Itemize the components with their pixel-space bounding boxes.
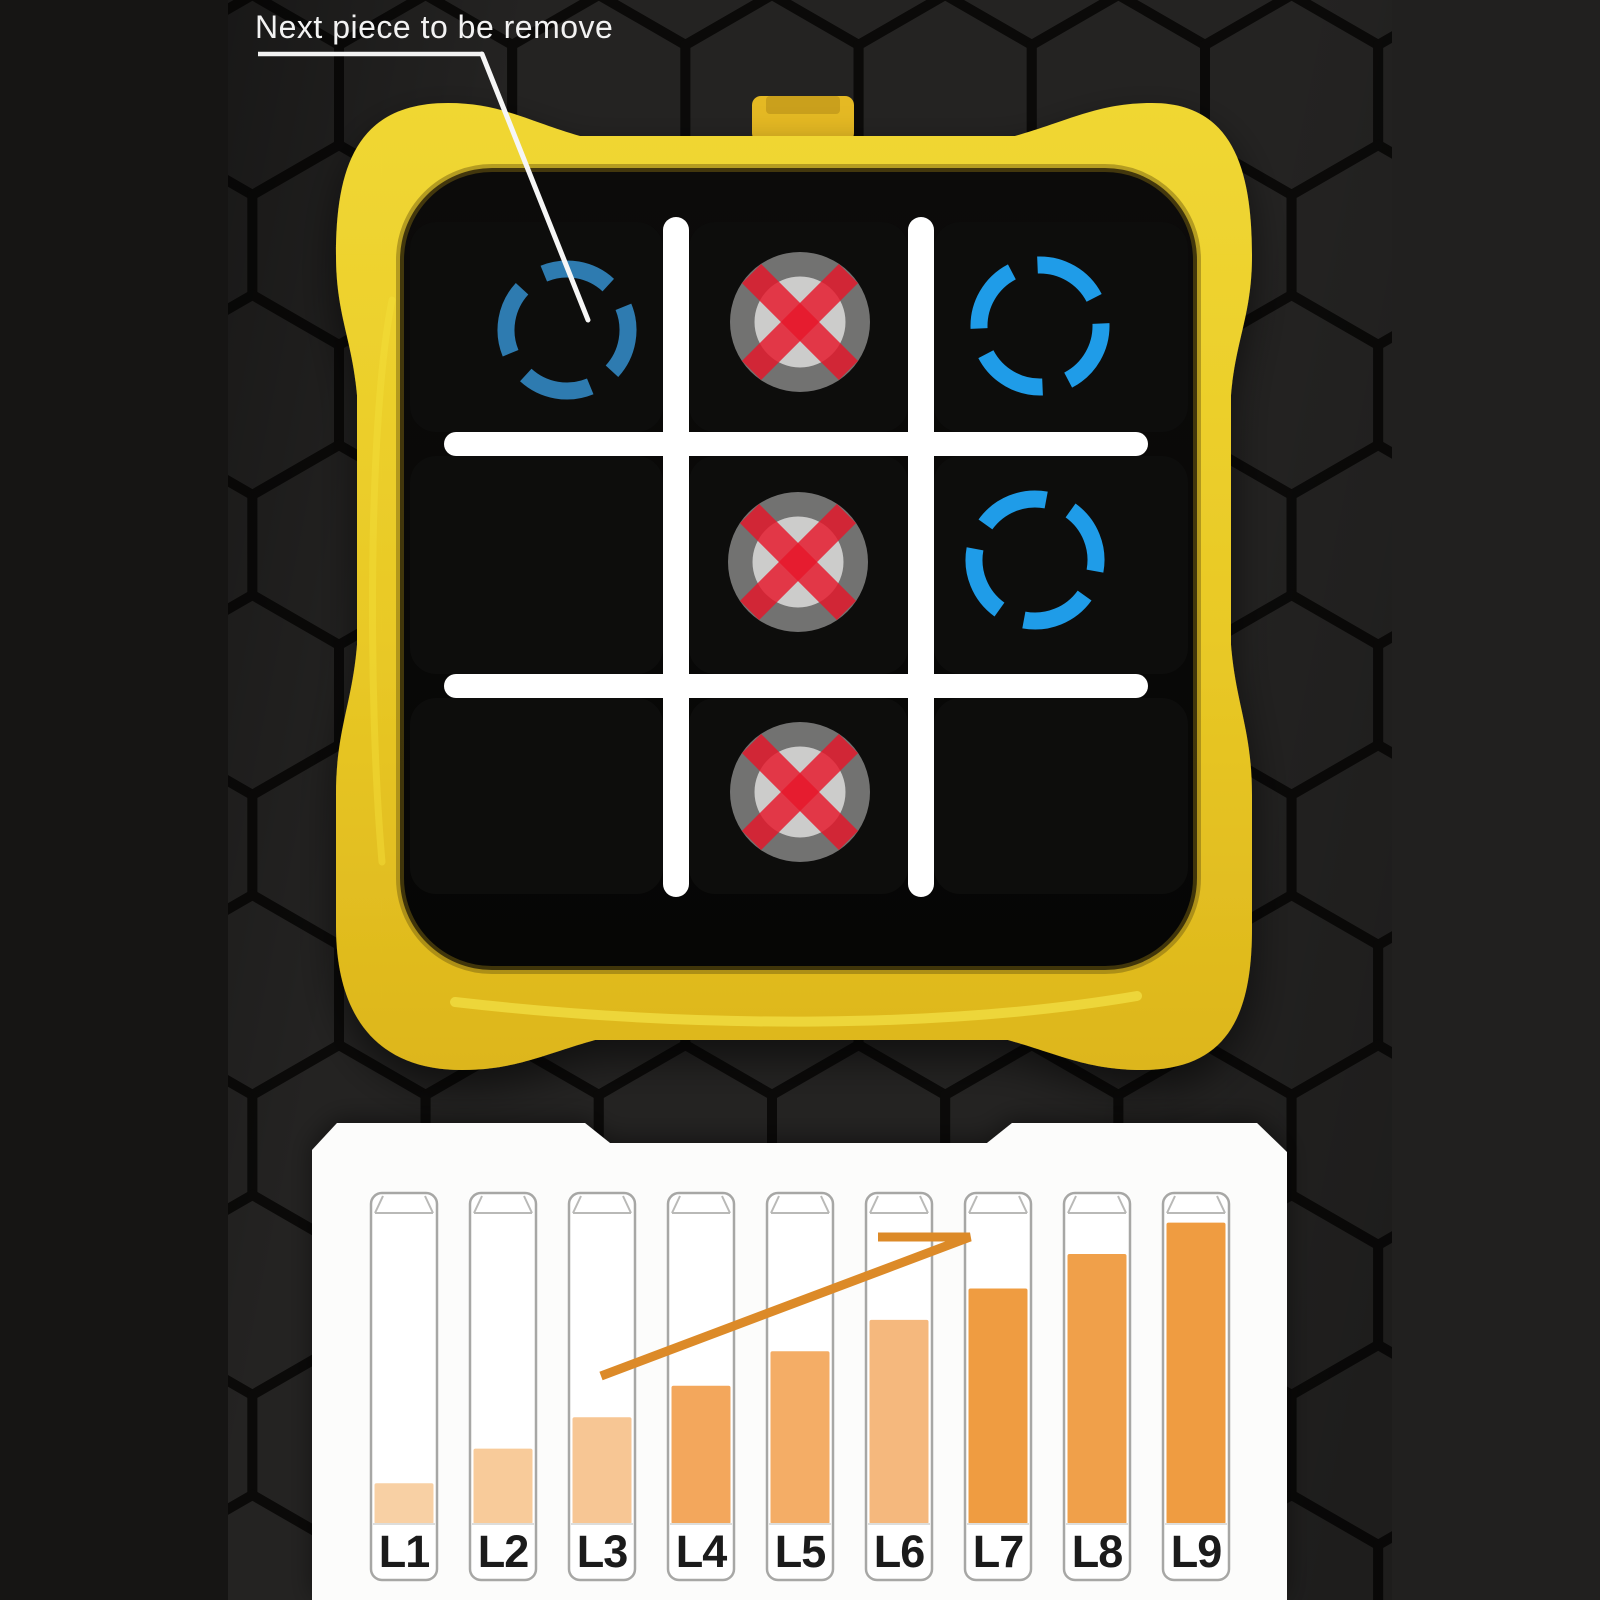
level-tube-L9: L9 bbox=[1161, 1191, 1231, 1582]
tube-cap-chamfer bbox=[374, 1195, 384, 1214]
x-mark-stroke bbox=[742, 734, 858, 850]
tube-cap-chamfer bbox=[869, 1195, 879, 1214]
tube-cap-chamfer bbox=[523, 1195, 533, 1214]
tube-cap-chamfer bbox=[572, 1195, 582, 1214]
level-label: L9 bbox=[1171, 1526, 1222, 1577]
cell-r2-c0[interactable] bbox=[410, 698, 663, 894]
bg-left-bar bbox=[0, 0, 228, 1600]
tube-cap-chamfer bbox=[424, 1195, 434, 1214]
tube-fill bbox=[968, 1288, 1028, 1524]
level-tube-L2: L2 bbox=[468, 1191, 538, 1582]
x-piece bbox=[728, 492, 868, 632]
tube-cap-chamfer bbox=[1018, 1195, 1028, 1214]
annotation-label: Next piece to be remove bbox=[255, 9, 613, 45]
level-tube-L8: L8 bbox=[1062, 1191, 1132, 1582]
tube-fill bbox=[869, 1319, 929, 1524]
level-label: L7 bbox=[973, 1526, 1024, 1577]
cell-r1-c0[interactable] bbox=[410, 456, 663, 674]
annotation-leader-line bbox=[479, 51, 591, 323]
tube-cap-chamfer bbox=[1067, 1195, 1077, 1214]
tube-cap-chamfer bbox=[622, 1195, 632, 1214]
tube-cap-chamfer bbox=[770, 1195, 780, 1214]
frame-highlight-left bbox=[369, 296, 396, 866]
tube-fill bbox=[473, 1448, 533, 1524]
level-label: L3 bbox=[577, 1526, 628, 1577]
bg-right-bar bbox=[1392, 0, 1600, 1600]
o-ring bbox=[965, 490, 1105, 630]
o-ring bbox=[497, 260, 637, 400]
tube-cap-chamfer bbox=[1216, 1195, 1226, 1214]
tube-cap-chamfer bbox=[968, 1195, 978, 1214]
level-label: L8 bbox=[1072, 1526, 1123, 1577]
tube-fill bbox=[572, 1417, 632, 1524]
level-tube-L5: L5 bbox=[765, 1191, 835, 1582]
level-label: L1 bbox=[379, 1526, 430, 1577]
tube-fill bbox=[374, 1483, 434, 1524]
tube-cap-chamfer bbox=[721, 1195, 731, 1214]
level-label: L2 bbox=[478, 1526, 529, 1577]
tube-cap-chamfer bbox=[473, 1195, 483, 1214]
tube-fill bbox=[1166, 1222, 1226, 1524]
x-piece bbox=[730, 722, 870, 862]
levels-panel: L1 L2 L3 L4 L5 L6 L7 L8 L9 bbox=[312, 1123, 1287, 1600]
level-label: L4 bbox=[676, 1526, 727, 1577]
level-tube-L1: L1 bbox=[369, 1191, 439, 1582]
tube-cap-chamfer bbox=[1117, 1195, 1127, 1214]
level-tube-L6: L6 bbox=[864, 1191, 934, 1582]
cell-r2-c2[interactable] bbox=[934, 698, 1188, 894]
o-piece bbox=[970, 256, 1110, 396]
o-ring bbox=[970, 256, 1110, 396]
frame-highlight bbox=[450, 991, 1142, 1027]
board-grid bbox=[444, 217, 1148, 897]
tube-cap-chamfer bbox=[671, 1195, 681, 1214]
x-mark-stroke bbox=[740, 504, 856, 620]
level-tube-L7: L7 bbox=[963, 1191, 1033, 1582]
tube-cap-chamfer bbox=[1166, 1195, 1176, 1214]
screen-bezel bbox=[396, 164, 1201, 974]
tube-fill bbox=[1067, 1254, 1127, 1524]
board-pieces bbox=[497, 252, 1110, 862]
level-tube-L4: L4 bbox=[666, 1191, 736, 1582]
level-label: L6 bbox=[874, 1526, 925, 1577]
tube-cap-chamfer bbox=[919, 1195, 929, 1214]
growth-arrow-icon bbox=[599, 1232, 972, 1381]
x-mark-stroke bbox=[742, 264, 858, 380]
tube-fill bbox=[671, 1385, 731, 1524]
tube-fill bbox=[770, 1351, 830, 1524]
level-tubes: L1 L2 L3 L4 L5 L6 L7 L8 L9 bbox=[369, 1191, 1231, 1582]
o-piece bbox=[965, 490, 1105, 630]
x-piece bbox=[730, 252, 870, 392]
device-top-button[interactable] bbox=[752, 96, 854, 142]
annotation: Next piece to be remove bbox=[255, 9, 613, 323]
level-label: L5 bbox=[775, 1526, 826, 1577]
game-device bbox=[336, 96, 1252, 1070]
tube-cap-chamfer bbox=[820, 1195, 830, 1214]
o-piece-next-to-remove bbox=[497, 260, 637, 400]
level-tube-L3: L3 bbox=[567, 1191, 637, 1582]
